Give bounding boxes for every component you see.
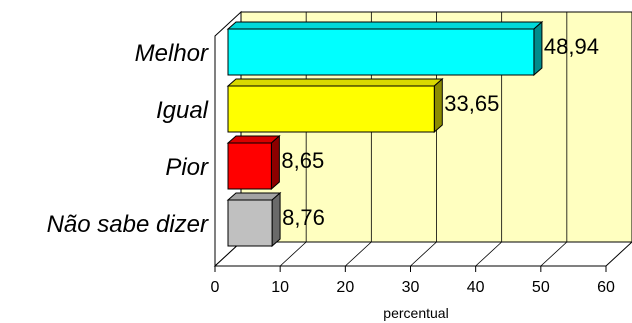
data-label: 33,65 [444,91,499,116]
x-axis-label: percentual [383,305,448,321]
gridline-floor [279,241,307,267]
bar-top [226,135,281,144]
category-label: Melhor [135,40,209,67]
bars: 48,94 Melhor 33,65 Igual 8,65 Pior 8,76 Não sab… [47,20,599,248]
x-tick-label: 20 [336,279,354,296]
x-tick-label: 10 [271,279,289,296]
gridline-floor [540,241,568,267]
bar-side [270,134,280,191]
data-label: 48,94 [544,34,599,59]
category-label: Não sabe dizer [47,211,209,238]
bar [227,199,273,247]
data-label: 8,65 [281,148,324,173]
x-axis: 0 10 20 30 40 50 60 [211,265,615,296]
category-label: Igual [156,97,209,124]
category-label: Pior [165,154,209,181]
x-tick-label: 30 [402,279,420,296]
x-tick-label: 60 [597,279,615,296]
gridline-floor [410,241,437,267]
bar-top [226,192,282,201]
x-tick-label: 50 [532,279,550,296]
gridline-floor [475,241,502,267]
gridline-floor [345,241,372,267]
bar [227,142,272,190]
x-tick-label: 40 [467,279,485,296]
x-tick-label: 0 [211,279,220,296]
bar-side [271,191,281,248]
bar-side [533,20,543,77]
bar-top [226,78,444,87]
bar [227,85,435,133]
bar [227,28,535,76]
bar-top [226,21,544,30]
bar-side [433,77,443,134]
data-label: 8,76 [282,205,325,230]
